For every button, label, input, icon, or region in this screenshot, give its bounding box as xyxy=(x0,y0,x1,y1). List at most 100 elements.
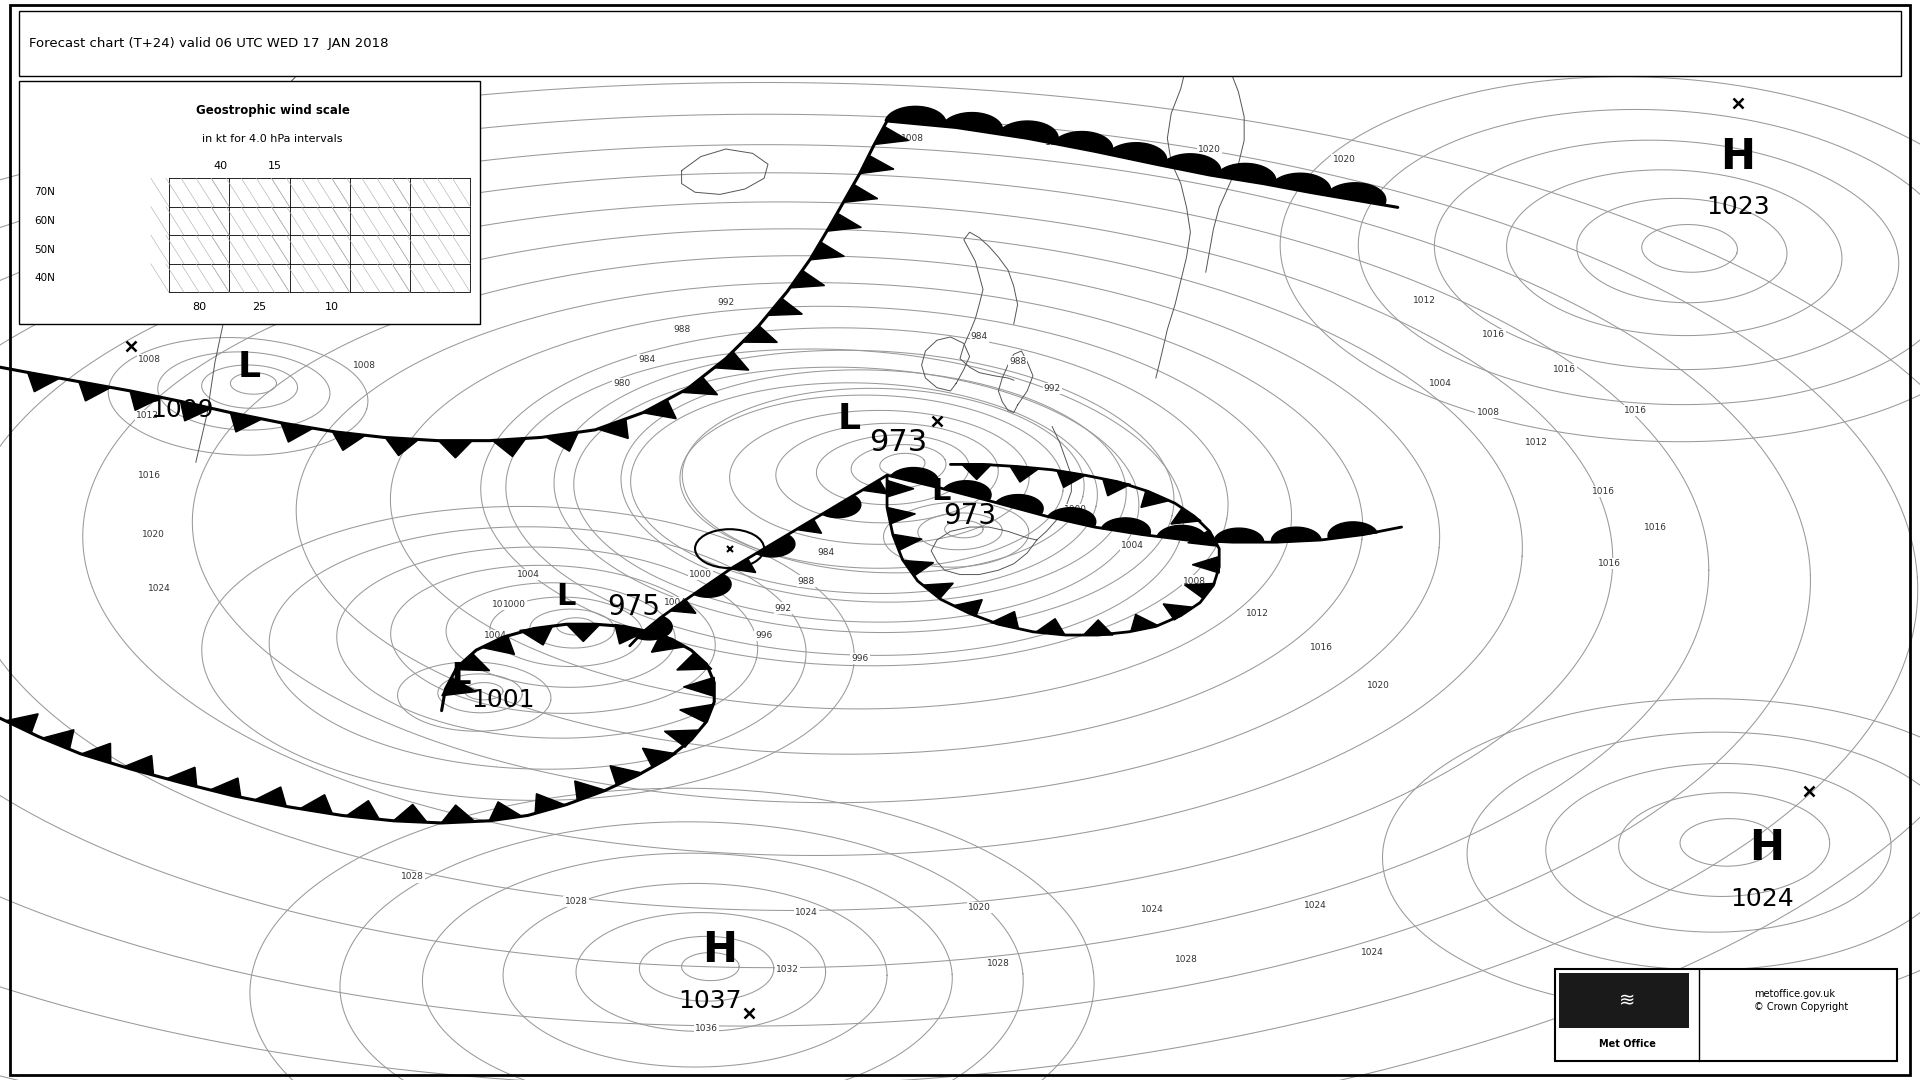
Polygon shape xyxy=(743,325,778,342)
Polygon shape xyxy=(545,432,578,451)
Text: 1004: 1004 xyxy=(664,598,687,607)
Polygon shape xyxy=(230,413,263,432)
Polygon shape xyxy=(1215,163,1277,186)
Polygon shape xyxy=(42,730,75,750)
Text: 988: 988 xyxy=(674,325,689,334)
Polygon shape xyxy=(991,611,1018,629)
Text: 1016: 1016 xyxy=(1553,365,1576,374)
Polygon shape xyxy=(1010,465,1039,482)
Polygon shape xyxy=(123,756,154,775)
Polygon shape xyxy=(1164,604,1192,620)
Polygon shape xyxy=(442,677,476,696)
Polygon shape xyxy=(167,767,198,787)
Polygon shape xyxy=(822,496,860,517)
Polygon shape xyxy=(1325,183,1386,205)
Polygon shape xyxy=(943,112,1002,134)
Polygon shape xyxy=(860,156,895,174)
Polygon shape xyxy=(81,743,111,762)
Polygon shape xyxy=(520,626,553,645)
Text: 1000: 1000 xyxy=(503,600,526,609)
Polygon shape xyxy=(643,400,676,419)
Polygon shape xyxy=(394,805,426,822)
Text: 1004: 1004 xyxy=(484,631,507,639)
Text: 1032: 1032 xyxy=(776,966,799,974)
Text: 1004: 1004 xyxy=(492,600,515,609)
Text: 1028: 1028 xyxy=(401,873,424,881)
Text: 1000: 1000 xyxy=(1064,505,1087,514)
Text: L: L xyxy=(238,350,261,384)
Polygon shape xyxy=(714,352,749,370)
Polygon shape xyxy=(566,624,601,642)
Polygon shape xyxy=(614,624,647,644)
Polygon shape xyxy=(789,270,824,288)
Polygon shape xyxy=(996,495,1043,515)
Text: 996: 996 xyxy=(756,631,772,639)
Polygon shape xyxy=(730,558,756,572)
Bar xyxy=(1555,969,1897,1061)
Text: 1008: 1008 xyxy=(353,361,376,369)
Polygon shape xyxy=(1131,615,1158,632)
Polygon shape xyxy=(756,535,795,557)
Polygon shape xyxy=(1185,583,1215,598)
Bar xyxy=(19,11,1901,76)
Text: Geostrophic wind scale: Geostrophic wind scale xyxy=(196,104,349,117)
Text: 1028: 1028 xyxy=(564,897,588,906)
Text: 1020: 1020 xyxy=(1198,145,1221,153)
Text: 1016: 1016 xyxy=(1482,330,1505,339)
Text: 1020: 1020 xyxy=(142,530,165,539)
Text: 984: 984 xyxy=(972,333,987,341)
Polygon shape xyxy=(893,535,922,551)
Text: 1016: 1016 xyxy=(1309,644,1332,652)
Text: H: H xyxy=(703,930,737,971)
Text: 1009: 1009 xyxy=(150,399,215,422)
Polygon shape xyxy=(1102,518,1150,536)
Text: 992: 992 xyxy=(776,604,791,612)
Text: L: L xyxy=(837,402,860,436)
Polygon shape xyxy=(962,464,991,480)
Text: 50N: 50N xyxy=(35,244,56,255)
Polygon shape xyxy=(797,519,822,534)
Polygon shape xyxy=(455,653,490,671)
Text: 1028: 1028 xyxy=(1175,955,1198,963)
Polygon shape xyxy=(670,599,695,613)
Polygon shape xyxy=(300,795,332,814)
Polygon shape xyxy=(874,126,908,145)
Text: 15: 15 xyxy=(267,161,282,171)
Text: ≋: ≋ xyxy=(1619,991,1636,1011)
Polygon shape xyxy=(1171,508,1202,524)
Polygon shape xyxy=(180,402,211,421)
Polygon shape xyxy=(536,794,564,813)
Polygon shape xyxy=(902,561,933,576)
Text: 60N: 60N xyxy=(35,216,56,226)
Text: 80: 80 xyxy=(192,302,205,312)
Text: 988: 988 xyxy=(1010,357,1025,366)
Text: 1016: 1016 xyxy=(1592,487,1615,496)
Bar xyxy=(1559,973,1690,1028)
Text: in kt for 4.0 hPa intervals: in kt for 4.0 hPa intervals xyxy=(202,134,344,145)
Text: 1023: 1023 xyxy=(1705,195,1770,219)
Bar xyxy=(19,81,480,324)
Polygon shape xyxy=(131,391,161,410)
Polygon shape xyxy=(492,438,526,457)
Text: 10: 10 xyxy=(324,302,338,312)
Text: 984: 984 xyxy=(639,355,655,364)
Text: 984: 984 xyxy=(818,549,833,557)
Polygon shape xyxy=(1108,143,1167,166)
Polygon shape xyxy=(1192,556,1219,573)
Polygon shape xyxy=(332,432,365,450)
Polygon shape xyxy=(346,800,380,820)
Text: 1008: 1008 xyxy=(1183,577,1206,585)
Polygon shape xyxy=(684,677,714,697)
Text: 1008: 1008 xyxy=(900,134,924,143)
Polygon shape xyxy=(1037,619,1066,635)
Text: H: H xyxy=(1749,827,1784,868)
Text: 1012: 1012 xyxy=(1524,438,1548,447)
Text: 1028: 1028 xyxy=(987,959,1010,968)
Text: 1016: 1016 xyxy=(1644,523,1667,531)
Text: 70N: 70N xyxy=(35,188,56,198)
Polygon shape xyxy=(636,617,672,639)
Text: 1008: 1008 xyxy=(1476,408,1500,417)
Polygon shape xyxy=(1140,490,1169,508)
Text: 40N: 40N xyxy=(35,273,56,283)
Polygon shape xyxy=(27,373,60,392)
